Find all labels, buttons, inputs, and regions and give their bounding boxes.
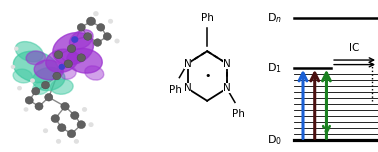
Text: N: N <box>184 83 191 93</box>
Ellipse shape <box>33 82 49 94</box>
Ellipse shape <box>53 33 93 65</box>
Circle shape <box>82 107 87 112</box>
Text: N: N <box>223 59 231 69</box>
Circle shape <box>103 33 112 40</box>
Circle shape <box>57 124 66 132</box>
Circle shape <box>71 112 79 119</box>
Ellipse shape <box>34 60 64 80</box>
Circle shape <box>56 139 61 144</box>
Ellipse shape <box>67 48 102 73</box>
Circle shape <box>25 97 33 104</box>
Circle shape <box>93 11 99 16</box>
Ellipse shape <box>85 66 104 80</box>
Circle shape <box>61 102 69 110</box>
Circle shape <box>17 86 22 90</box>
Circle shape <box>88 122 94 127</box>
Ellipse shape <box>15 42 43 62</box>
Circle shape <box>87 17 96 26</box>
Circle shape <box>84 33 92 40</box>
Circle shape <box>77 24 85 31</box>
Ellipse shape <box>70 30 93 49</box>
Text: N: N <box>223 83 231 93</box>
Circle shape <box>77 54 85 62</box>
Text: •: • <box>204 71 211 81</box>
Circle shape <box>93 39 102 46</box>
Ellipse shape <box>50 79 73 94</box>
Ellipse shape <box>13 51 58 83</box>
Circle shape <box>59 64 65 70</box>
Circle shape <box>54 51 63 59</box>
Circle shape <box>42 81 50 89</box>
Circle shape <box>53 72 61 80</box>
Ellipse shape <box>60 67 76 79</box>
Text: Ph: Ph <box>201 14 214 23</box>
Ellipse shape <box>26 51 45 65</box>
Circle shape <box>35 103 43 110</box>
Text: D$_n$: D$_n$ <box>266 11 282 25</box>
Circle shape <box>64 60 73 68</box>
Text: D$_0$: D$_0$ <box>266 133 282 147</box>
Circle shape <box>115 39 119 43</box>
Circle shape <box>77 121 85 129</box>
Circle shape <box>74 139 79 144</box>
Circle shape <box>71 36 78 43</box>
Text: N: N <box>184 59 191 69</box>
Circle shape <box>23 107 28 112</box>
Ellipse shape <box>33 67 65 91</box>
Circle shape <box>45 93 53 101</box>
Text: IC: IC <box>349 43 360 53</box>
Text: Ph: Ph <box>169 85 182 95</box>
Circle shape <box>67 130 76 138</box>
Circle shape <box>43 128 48 133</box>
Circle shape <box>108 19 113 24</box>
Circle shape <box>30 78 35 83</box>
Text: D$_1$: D$_1$ <box>266 62 282 75</box>
Circle shape <box>67 45 76 53</box>
Circle shape <box>51 115 59 123</box>
Circle shape <box>97 24 105 31</box>
Text: Ph: Ph <box>232 109 245 119</box>
Circle shape <box>32 87 40 95</box>
Circle shape <box>14 47 19 51</box>
Circle shape <box>11 65 15 69</box>
Ellipse shape <box>13 69 33 83</box>
Ellipse shape <box>46 49 78 73</box>
